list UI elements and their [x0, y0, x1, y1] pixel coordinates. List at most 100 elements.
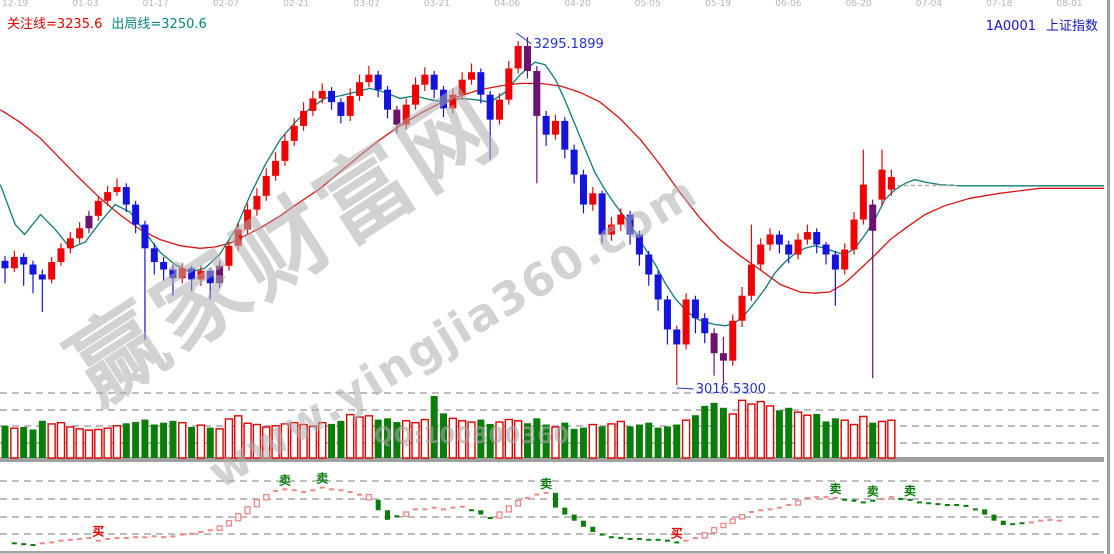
- volume-bar: [420, 418, 430, 459]
- volume-bar: [150, 424, 158, 458]
- candle-body: [76, 228, 84, 239]
- signal-sell: 卖: [904, 483, 916, 498]
- indicator-mark: [729, 518, 736, 524]
- candle-body: [831, 254, 839, 270]
- indicator-mark: [879, 497, 885, 500]
- candle-body: [505, 68, 513, 100]
- volume-bar: [448, 417, 458, 459]
- volume-bar: [328, 423, 336, 458]
- volume-bar: [103, 427, 112, 459]
- candle-body: [66, 238, 74, 249]
- indicator-mark: [972, 508, 978, 511]
- candle-body: [281, 140, 289, 161]
- date-label: 05-05: [634, 0, 661, 9]
- volume-bar: [513, 420, 523, 459]
- indicator-mark: [655, 538, 661, 541]
- indicator-mark: [487, 517, 493, 520]
- volume-bar: [56, 421, 66, 459]
- volume-bar: [215, 428, 224, 459]
- volume-bar: [673, 424, 681, 458]
- indicator-mark: [710, 526, 718, 534]
- indicator-mark: [179, 533, 185, 536]
- volume-bar: [588, 423, 597, 459]
- indicator-mark: [216, 525, 223, 531]
- volume-bar: [663, 426, 671, 458]
- indicator-mark: [67, 538, 73, 541]
- volume-bar: [840, 419, 849, 459]
- candle-body: [523, 45, 531, 71]
- indicator-mark: [478, 510, 484, 515]
- indicator-mark: [450, 506, 456, 509]
- candle-body: [617, 214, 625, 225]
- indicator-mark: [291, 489, 297, 492]
- indicator-mark: [253, 499, 261, 508]
- volume-bar: [765, 405, 775, 459]
- volume-bar: [411, 421, 420, 459]
- indicator-mark: [39, 542, 45, 545]
- candle-body: [356, 82, 364, 96]
- indicator-mark: [944, 504, 950, 507]
- indicator-mark: [907, 498, 913, 501]
- indicator-mark: [823, 496, 829, 499]
- volume-bar: [570, 428, 578, 458]
- indicator-mark: [991, 514, 997, 521]
- candle-body: [645, 254, 653, 275]
- volume-bar: [337, 420, 345, 458]
- indicator-mark: [851, 499, 857, 502]
- indicator-mark: [142, 536, 148, 539]
- indicator-mark: [375, 499, 381, 511]
- indicator-mark: [608, 536, 614, 539]
- volume-bar: [486, 423, 494, 458]
- indicator-mark: [1056, 519, 1062, 522]
- volume-bar: [94, 428, 103, 459]
- signal-buy: 买: [92, 525, 104, 539]
- date-label: 01-03: [72, 0, 99, 9]
- indicator-mark: [357, 493, 363, 496]
- candle-body: [673, 329, 681, 345]
- indicator-mark: [114, 537, 120, 540]
- candle-body: [561, 120, 569, 150]
- candle-body: [206, 270, 214, 284]
- candle-body: [150, 248, 158, 263]
- volume-bar: [271, 425, 280, 459]
- indicator-mark: [11, 542, 17, 545]
- date-label: 04-06: [494, 0, 521, 9]
- indicator-mark: [161, 536, 167, 539]
- candle-body: [785, 244, 793, 255]
- candle-body: [654, 274, 662, 300]
- volume-bar: [877, 420, 887, 459]
- indicator-mark: [282, 488, 288, 491]
- indicator-mark: [524, 497, 530, 500]
- annotation-trough: 3016.5300: [696, 382, 766, 397]
- candle-body: [253, 195, 261, 210]
- date-label: 03-21: [423, 0, 450, 9]
- indicator-mark: [786, 504, 792, 507]
- indicator-mark: [394, 515, 400, 518]
- indicator-mark: [347, 490, 353, 493]
- indicator-mark: [618, 537, 624, 540]
- grid-lines: [0, 392, 1104, 535]
- volume-bar: [234, 415, 243, 459]
- volume-bar: [579, 427, 587, 458]
- candle-body: [10, 257, 18, 269]
- candle-body: [766, 234, 774, 245]
- volume-bar: [364, 415, 374, 459]
- symbol-code: 1A0001: [985, 19, 1036, 34]
- date-label: 12-19: [2, 0, 29, 9]
- candle-body: [477, 72, 485, 95]
- candle-body: [887, 177, 895, 190]
- indicator-mark: [636, 537, 642, 540]
- candle-body: [132, 204, 140, 225]
- candle-body: [663, 299, 671, 330]
- candle-body: [225, 245, 233, 266]
- candle-body: [635, 234, 643, 255]
- candle-body: [188, 268, 196, 280]
- indicator-mark: [30, 544, 36, 547]
- volume-bar: [793, 411, 803, 459]
- indicator-mark: [870, 499, 876, 502]
- volume-bar: [1, 425, 9, 458]
- volume-bar: [626, 426, 634, 458]
- indicator-mark: [441, 508, 447, 511]
